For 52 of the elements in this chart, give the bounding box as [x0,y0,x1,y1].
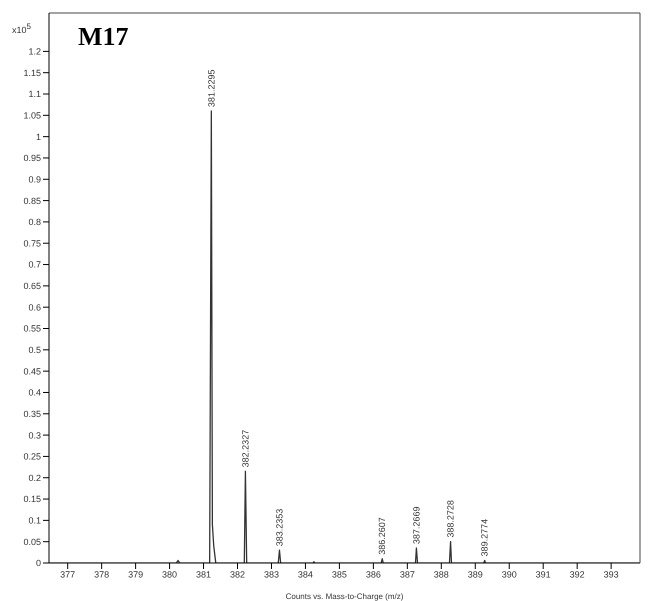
y-tick-label: 0.95 [23,153,41,164]
y-tick-label: 0.3 [28,430,41,440]
y-tick-label: 0.6 [28,302,41,312]
annotation: 381.2295 [206,70,216,108]
y-tick-label: 1.1 [28,89,41,100]
y-tick-label: 0.7 [28,260,41,270]
y-tick-label: 0.4 [28,388,41,398]
x-tick-label: 378 [94,569,110,580]
y-tick-label: 0.5 [28,345,41,356]
chart-title: M17 [78,22,129,52]
y-tick-label: 0.1 [28,516,41,526]
x-tick-label: 384 [298,569,313,580]
y-tick-label: 0.8 [28,217,41,228]
y-axis-title: x10$^{5}$ [12,22,32,35]
annotation: 386.2607 [377,517,388,555]
x-tick-label: 390 [502,569,517,580]
y-tick-label: 0.2 [28,472,41,483]
y-tick-label: 0.55 [23,324,41,334]
annotation: 389.2774 [480,518,490,556]
x-tick-label: 392 [570,569,585,580]
annotation: 387.2669 [411,506,422,544]
y-tick-label: 1.15 [23,68,41,78]
x-tick-label: 382 [230,569,246,580]
y-tick-label: 1 [36,132,41,142]
y-tick-label: 0.85 [23,196,41,206]
y-tick-label: 0.45 [23,366,41,376]
x-tick-label: 385 [332,569,347,580]
annotation: 382.2327 [240,430,250,468]
x-tick-label: 383 [264,569,279,580]
y-tick-label: 0.75 [23,238,41,248]
y-tick-label: 0.15 [23,494,41,504]
y-tick-label: 0.05 [23,536,41,547]
y-tick-label: 0 [36,558,41,568]
x-tick-label: 379 [128,569,144,580]
x-tick-label: 377 [60,569,76,580]
y-tick-label: 1.05 [23,110,41,121]
x-tick-label: 393 [604,569,619,580]
annotation: 383.2353 [274,508,284,546]
x-tick-label: 391 [536,569,551,580]
x-tick-label: 389 [468,569,483,580]
y-tick-label: 0.65 [23,281,41,292]
y-tick-label: 0.9 [28,174,41,184]
annotation: 388.2728 [446,500,456,538]
x-axis-title: Counts vs. Mass-to-Charge (m/z) [286,592,404,601]
x-tick-label: 381 [196,569,212,580]
y-tick-label: 0.25 [23,452,41,462]
y-tick-label: 0.35 [23,408,41,419]
x-tick-label: 380 [162,569,178,580]
x-tick-label: 388 [434,569,449,580]
y-tick-label: 1.2 [28,46,41,57]
x-tick-label: 387 [400,569,415,580]
x-tick-label: 386 [366,569,381,580]
